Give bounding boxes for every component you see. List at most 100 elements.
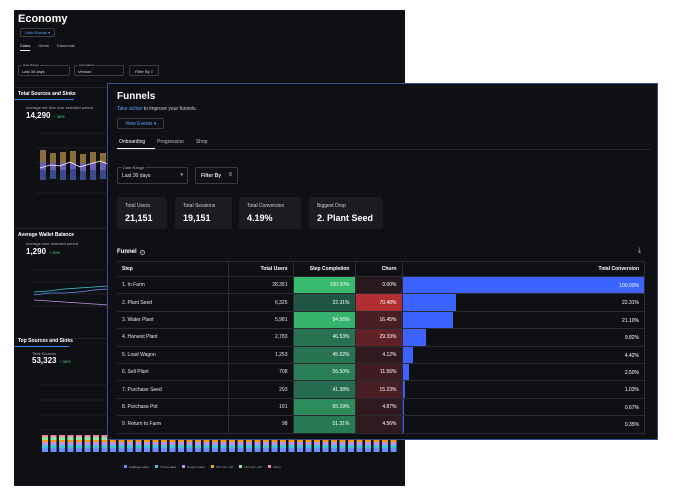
annotations-value: Version (78, 69, 92, 74)
conversion-bar (402, 363, 409, 381)
stack-bar-segment (84, 448, 91, 452)
table-row[interactable]: 1. In Farm 28,351 100.00% 0.00% 100.00% (117, 276, 645, 295)
stack-bar-segment (76, 440, 82, 442)
wallet-value: 1,290 ↑ 39% (26, 247, 60, 256)
table-row[interactable]: 5. Load Wagon 1,253 45.02% 4.12% 4.42% (117, 346, 645, 364)
take-action-link[interactable]: Take action (117, 106, 143, 112)
tab-progression[interactable]: Progression (157, 139, 184, 145)
tab-onboarding[interactable]: Onboarding (119, 139, 146, 145)
cell-churn: 29.33% (355, 328, 403, 347)
stack-bar-segment (101, 448, 108, 452)
legend-item: Other (268, 465, 281, 469)
filter-by-button[interactable]: Filter By ≡ (195, 167, 238, 184)
cell-step: 9. Return to Farm (117, 415, 229, 434)
economy-filter-button[interactable]: Filter By ≡ (129, 65, 160, 76)
stack-bar-segment (67, 442, 74, 445)
stack-bar-segment (195, 442, 201, 445)
stack-bar-segment (339, 442, 346, 445)
stack-bar-segment (382, 448, 388, 452)
stack-bar-segment (390, 445, 397, 448)
cell-total-conversion: 0.67% (402, 398, 645, 417)
stack-bar-segment (288, 442, 295, 445)
stack-bar-segment (348, 442, 354, 445)
stack-bar-segment (152, 448, 159, 452)
economy-view-events-button[interactable]: View Events ▾ (20, 28, 56, 37)
cell-churn: 0.00% (355, 276, 403, 295)
view-events-button[interactable]: View Events ▾ (117, 118, 165, 129)
table-row[interactable]: 7. Purchase Seed 293 41.38% 15.23% 1.03% (117, 380, 645, 399)
stack-bar-segment (127, 448, 133, 452)
legend-item: Cabbage sales (124, 465, 149, 469)
column-header-churn[interactable]: Churn (355, 261, 403, 277)
column-header-step-completion[interactable]: Step Completion (293, 261, 356, 277)
kpi-label: Total Conversion (247, 203, 285, 209)
cell-step-completion: 65.19% (293, 398, 356, 417)
cell-step-completion: 51.31% (293, 415, 356, 434)
stack-bar-segment (169, 445, 176, 448)
stack-bar-segment (229, 445, 235, 448)
column-header-step[interactable]: Step (117, 261, 229, 277)
stack-bar-segment (161, 445, 167, 448)
cell-step: 4. Harvest Plant (117, 328, 229, 347)
economy-annotations-select[interactable]: Annotations Version (74, 63, 124, 76)
stack-bar-segment (263, 440, 269, 442)
stack-bar-segment (237, 448, 244, 452)
stack-bar-segment (305, 448, 312, 452)
stack-bar-segment (348, 448, 354, 452)
cell-churn: 4.87% (355, 398, 403, 417)
download-icon[interactable]: ⤓ (638, 247, 642, 254)
stack-bar-segment (76, 442, 82, 445)
tab-shop[interactable]: Shop (195, 139, 208, 145)
table-row[interactable]: 8. Purchase Pot 191 65.19% 4.87% 0.67% (117, 398, 645, 417)
stack-bar-segment (135, 448, 142, 452)
cell-step: 1. In Farm (117, 276, 229, 295)
info-icon[interactable]: i (139, 250, 145, 255)
tab-diamonds[interactable]: Diamonds (56, 43, 75, 48)
stack-bar-segment (178, 445, 184, 448)
kpi-value: 4.19% (247, 213, 273, 223)
stack-bar-segment (93, 445, 99, 448)
tab-gems[interactable]: Gems (38, 43, 49, 48)
conversion-value: 21.10% (622, 317, 639, 324)
tab-coins[interactable]: Coins (20, 43, 31, 51)
table-row[interactable]: 3. Water Plant 5,981 94.56% 16.45% 21.10% (117, 311, 645, 330)
stack-bar-segment (42, 435, 48, 437)
table-row[interactable]: 4. Harvest Plant 2,783 46.53% 29.33% 9.82% (117, 328, 645, 347)
table-row[interactable]: 9. Return to Farm 98 51.31% 4.56% 0.35% (117, 415, 645, 434)
stack-bar-segment (263, 445, 269, 448)
sources-sinks-chart (36, 132, 108, 194)
stack-bar-segment (186, 445, 193, 448)
stack-bar-segment (93, 435, 99, 437)
date-range-select[interactable]: Date Range Last 30 days ▾ (117, 165, 188, 184)
stack-bar-segment (178, 448, 184, 452)
cell-step: 3. Water Plant (117, 311, 229, 330)
chevron-down-icon: ▾ (180, 172, 183, 178)
column-header-total-users[interactable]: Total Users (228, 261, 294, 277)
stack-bar-segment (339, 440, 346, 442)
stack-bar-segment (212, 442, 218, 445)
column-header-total-conversion[interactable]: Total Conversion (402, 261, 645, 277)
stack-bar-segment (59, 445, 65, 448)
kpi-label: Total Sessions (183, 203, 216, 209)
section-accent (14, 99, 74, 100)
stack-bar-segment (42, 448, 48, 452)
stack-bar-segment (152, 442, 159, 445)
kpi-total-sessions: Total Sessions 19,151 (175, 197, 232, 229)
economy-title: Economy (18, 13, 68, 25)
funnel-tabs: Onboarding Progression Shop (119, 139, 208, 145)
stack-bar-segment (101, 437, 108, 440)
stack-bar-segment (314, 440, 320, 442)
cell-step-completion: 56.50% (293, 363, 356, 382)
economy-date-range-select[interactable]: Date Range Last 30 days (18, 63, 70, 76)
stack-bar-segment (373, 445, 380, 448)
stack-bar-segment (76, 448, 82, 452)
tab-divider (117, 149, 650, 150)
sources-sinks-sub: Average net flow over selected period (26, 105, 93, 110)
table-row[interactable]: 2. Plant Seed 6,325 22.31% 70.48% 22.31% (117, 293, 645, 312)
stack-bar-segment (186, 448, 193, 452)
cell-step-completion: 100.00% (293, 276, 356, 295)
cell-total-users: 1,253 (228, 346, 294, 364)
table-row[interactable]: 6. Sell Plant 708 56.50% 11.56% 2.50% (117, 363, 645, 382)
sources-sinks-number: 14,290 (26, 111, 51, 120)
cell-total-conversion: 0.35% (402, 415, 645, 434)
